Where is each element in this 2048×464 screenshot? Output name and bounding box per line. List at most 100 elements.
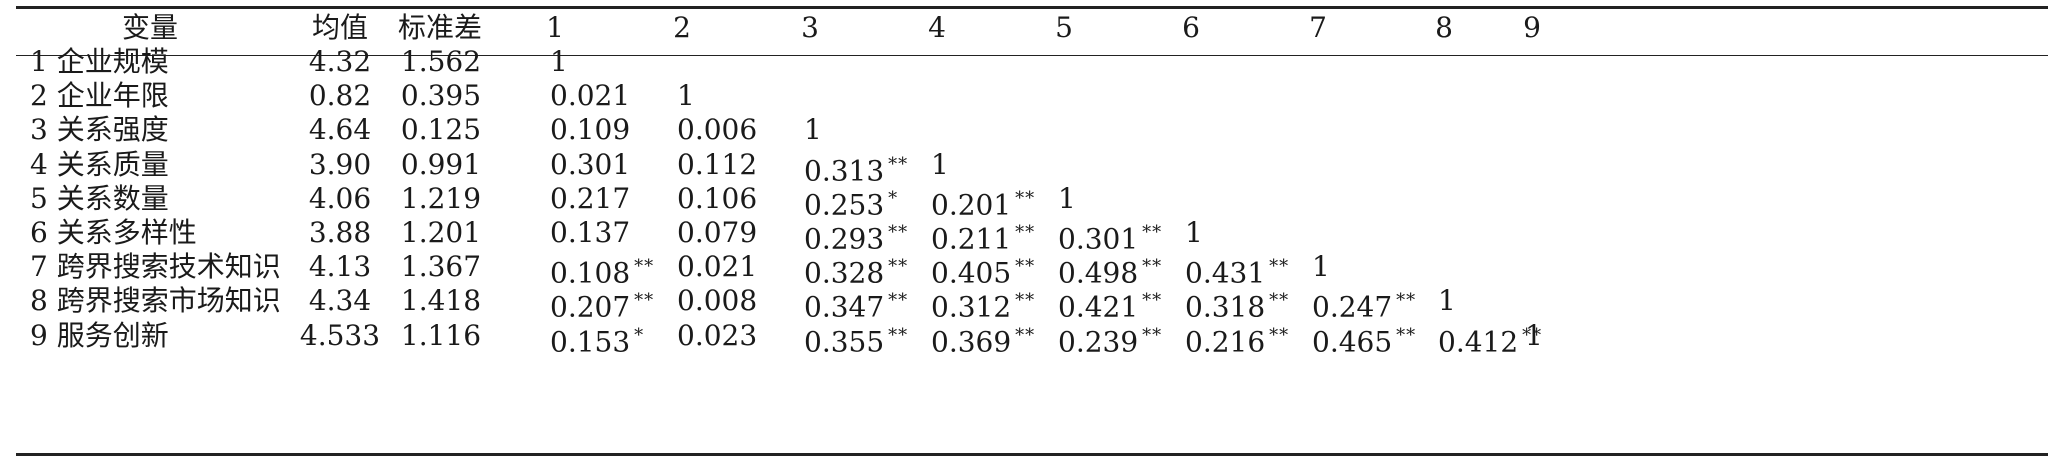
correlation-value: 0.253 xyxy=(804,188,885,222)
correlation-cell: 0.201 ** xyxy=(931,179,1035,225)
correlation-cell: 0.328 ** xyxy=(804,247,908,293)
correlation-cell: 0.313 ** xyxy=(804,145,908,191)
correlation-value: 0.023 xyxy=(677,318,758,352)
significance-marker: ** xyxy=(1269,256,1290,278)
correlation-value: 0.112 xyxy=(677,147,758,181)
table-row: 6 关系多样性 3.88 1.201 0.137 0.079 0.293 ** 0.211 **… xyxy=(0,213,2048,255)
correlation-cell: 0.301 xyxy=(550,145,630,185)
correlation-cell: 0.405 ** xyxy=(931,247,1035,293)
correlation-value: 0.312 xyxy=(931,290,1012,324)
significance-marker: ** xyxy=(888,256,909,278)
significance-marker: ** xyxy=(1015,222,1036,243)
table-row: 2 企业年限 0.82 0.395 0.021 1 xyxy=(0,76,2048,116)
correlation-cell: 0.006 xyxy=(677,110,757,150)
correlation-value: 0.006 xyxy=(677,113,758,147)
correlation-cell: 0.021 xyxy=(677,247,757,287)
sd-value: 1.201 xyxy=(400,216,482,249)
table-row: 3 关系强度 4.64 0.125 0.109 0.006 1 xyxy=(0,110,2048,150)
correlation-value: 0.247 xyxy=(1312,290,1393,324)
correlation-value: 0.207 xyxy=(550,290,631,324)
significance-marker: ** xyxy=(1142,324,1163,346)
header-cell: 标准差 xyxy=(397,11,482,44)
significance-marker: ** xyxy=(1522,324,1543,346)
table-row: 5 关系数量 4.06 1.219 0.217 0.106 0.253 * 0.201 ** 1 xyxy=(0,179,2048,222)
correlation-value: 0.108 xyxy=(550,256,631,290)
sd-value: 1.367 xyxy=(400,250,482,284)
correlation-cell: 0.023 xyxy=(677,316,757,356)
correlation-cell: 0.137 xyxy=(550,213,630,253)
correlation-cell: 0.207 ** xyxy=(550,281,654,327)
top-rule xyxy=(16,6,2048,9)
correlation-cell: 0.108 ** xyxy=(550,247,654,293)
significance-marker: ** xyxy=(1142,222,1163,243)
sd-value: 1.116 xyxy=(400,318,482,352)
significance-marker: ** xyxy=(888,153,909,175)
correlation-value: 1 xyxy=(1185,216,1203,249)
correlation-cell: 1 xyxy=(1185,213,1203,253)
correlation-value: 0.301 xyxy=(550,147,631,181)
correlation-value: 0.106 xyxy=(677,181,758,215)
table-row: 4 关系质量 3.90 0.991 0.301 0.112 0.313 ** 1 xyxy=(0,145,2048,187)
correlation-cell: 0.369 ** xyxy=(931,316,1035,362)
significance-marker: ** xyxy=(1142,290,1163,312)
correlation-cell: 0.106 xyxy=(677,179,757,219)
correlation-value: 0.021 xyxy=(550,79,631,113)
variable-name: 5 关系数量 xyxy=(30,181,169,215)
correlation-cell: 0.498 ** xyxy=(1058,247,1162,293)
correlation-cell: 0.239 ** xyxy=(1058,316,1162,362)
table-row: 7 跨界搜索技术知识 4.13 1.367 0.108 ** 0.021 0.328 ** 0.… xyxy=(0,247,2048,289)
variable-name: 6 关系多样性 xyxy=(30,216,197,249)
correlation-cell: 1 xyxy=(1312,247,1330,287)
mean-value: 0.82 xyxy=(308,79,372,113)
header-cell: 1 xyxy=(546,11,564,44)
significance-marker: ** xyxy=(1396,324,1417,346)
correlation-value: 1 xyxy=(931,147,949,181)
correlation-cell: 1 xyxy=(931,145,949,185)
correlation-value: 0.217 xyxy=(550,181,631,215)
sd-value: 1.418 xyxy=(400,284,482,318)
correlation-cell: 1 xyxy=(1058,179,1076,219)
correlation-value: 1 xyxy=(1525,318,1543,352)
correlation-value: 0.318 xyxy=(1185,290,1266,324)
table-row: 9 服务创新 4.533 1.116 0.153 * 0.023 0.355 ** 0.369 *… xyxy=(0,316,2048,358)
correlation-cell: 0.293 ** xyxy=(804,213,908,259)
correlation-cell: 0.021 xyxy=(550,76,630,116)
correlation-value: 0.431 xyxy=(1185,256,1266,290)
correlation-cell: 0.112 xyxy=(677,145,757,185)
variable-name: 7 跨界搜索技术知识 xyxy=(30,250,281,284)
correlation-value: 0.153 xyxy=(550,324,631,358)
mean-value: 4.34 xyxy=(308,284,372,318)
mean-value: 4.533 xyxy=(299,318,381,352)
correlation-cell: 0.355 ** xyxy=(804,316,908,362)
bottom-rule xyxy=(16,453,2048,456)
table-row: 1 企业规模 4.32 1.562 1 xyxy=(0,42,2048,82)
correlation-value: 1 xyxy=(804,113,822,147)
correlation-value: 0.079 xyxy=(677,216,758,249)
significance-marker: ** xyxy=(1015,187,1036,209)
significance-marker: ** xyxy=(1396,290,1417,312)
header-cell: 8 xyxy=(1435,11,1453,44)
correlation-value: 0.137 xyxy=(550,216,631,249)
correlation-value: 0.293 xyxy=(804,222,885,256)
correlation-cell: 0.431 ** xyxy=(1185,247,1289,293)
significance-marker: ** xyxy=(634,256,655,278)
correlation-cell: 0.347 ** xyxy=(804,281,908,327)
correlation-value: 0.421 xyxy=(1058,290,1139,324)
header-rule xyxy=(16,55,2048,56)
variable-name: 2 企业年限 xyxy=(30,79,169,113)
variable-name: 3 关系强度 xyxy=(30,113,169,147)
correlation-cell: 0.412 ** xyxy=(1438,316,1542,362)
header-row: 变量 均值 标准差 1 2 3 4 5 6 7 8 9 xyxy=(0,8,2048,48)
significance-marker: ** xyxy=(1269,290,1290,312)
correlation-cell: 0.211 ** xyxy=(931,213,1035,259)
correlation-value: 0.465 xyxy=(1312,324,1393,358)
correlation-cell: 0.421 ** xyxy=(1058,281,1162,327)
correlation-value: 0.216 xyxy=(1185,324,1266,358)
header-cell: 2 xyxy=(673,11,691,44)
variable-name: 1 企业规模 xyxy=(30,45,169,78)
correlation-cell: 0.465 ** xyxy=(1312,316,1416,362)
correlation-value: 1 xyxy=(1058,181,1076,215)
mean-value: 4.64 xyxy=(308,113,372,147)
correlation-cell: 0.301 ** xyxy=(1058,213,1162,259)
significance-marker: ** xyxy=(1015,324,1036,346)
